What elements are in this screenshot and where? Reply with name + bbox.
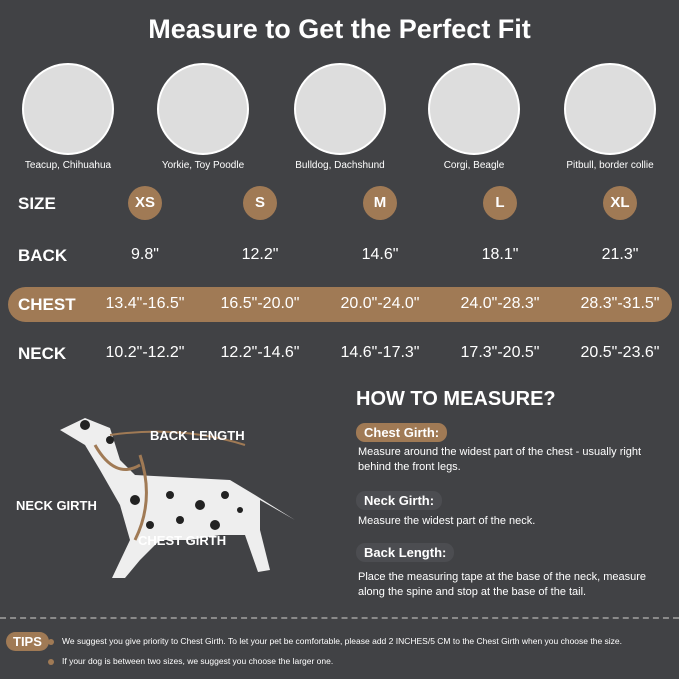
breed-caption: Bulldog, Dachshund — [295, 160, 385, 171]
dalmatian-illustration — [60, 418, 295, 578]
back-length-label: BACK LENGTH — [150, 428, 245, 443]
tip-item: We suggest you give priority to Chest Gi… — [48, 636, 622, 646]
size-badge: XL — [603, 186, 637, 220]
divider — [0, 617, 679, 619]
page-title: Measure to Get the Perfect Fit — [148, 14, 531, 44]
chest-value: 13.4"-16.5" — [105, 295, 185, 312]
back-length-pill: Back Length: — [356, 543, 455, 562]
chest-value: 28.3"-31.5" — [580, 295, 660, 312]
yorkie-photo — [157, 63, 249, 155]
chihuahua-photo — [22, 63, 114, 155]
how-to-measure-title: HOW TO MEASURE? — [356, 388, 556, 410]
chest-value: 20.0"-24.0" — [340, 295, 420, 312]
breed-caption: Pitbull, border collie — [566, 160, 654, 171]
neck-girth-desc: Measure the widest part of the neck. — [358, 515, 536, 527]
back-value: 18.1" — [481, 246, 519, 263]
back-value: 14.6" — [361, 246, 399, 263]
neck-value: 12.2"-14.6" — [220, 344, 300, 361]
neck-label: NECK — [18, 344, 67, 363]
size-label: SIZE — [18, 194, 56, 213]
chest-row-highlight — [8, 287, 672, 322]
neck-value: 10.2"-12.2" — [105, 344, 185, 361]
tip-item: If your dog is between two sizes, we sug… — [48, 656, 333, 666]
chest-label: CHEST — [18, 295, 76, 314]
neck-girth-label: NECK GIRTH — [16, 498, 97, 513]
beagle-photo — [428, 63, 520, 155]
chest-value: 24.0"-28.3" — [460, 295, 540, 312]
neck-girth-pill: Neck Girth: — [356, 491, 443, 510]
neck-value: 17.3"-20.5" — [460, 344, 540, 361]
back-value: 9.8" — [131, 246, 159, 263]
back-value: 12.2" — [241, 246, 279, 263]
back-length-desc: Place the measuring tape at the base of … — [358, 571, 647, 598]
size-badge: L — [483, 186, 517, 220]
size-badge: XS — [128, 186, 162, 220]
size-badge: M — [363, 186, 397, 220]
size-badge: S — [243, 186, 277, 220]
border-collie-photo — [564, 63, 656, 155]
neck-value: 14.6"-17.3" — [340, 344, 420, 361]
chest-girth-pill: Chest Girth: — [356, 423, 448, 442]
pug-photo — [294, 63, 386, 155]
breed-caption: Teacup, Chihuahua — [24, 160, 112, 171]
tips-badge: TIPS — [6, 632, 49, 651]
neck-value: 20.5"-23.6" — [580, 344, 660, 361]
breed-caption: Yorkie, Toy Poodle — [161, 160, 245, 171]
back-label: BACK — [18, 246, 68, 265]
chest-girth-label: CHEST GIRTH — [138, 533, 227, 548]
chest-value: 16.5"-20.0" — [220, 295, 300, 312]
back-value: 21.3" — [601, 246, 639, 263]
chest-girth-desc: Measure around the widest part of the ch… — [358, 446, 642, 473]
breed-caption: Corgi, Beagle — [443, 160, 505, 171]
